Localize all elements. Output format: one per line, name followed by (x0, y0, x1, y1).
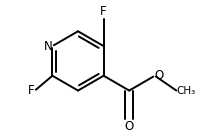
Text: F: F (100, 5, 107, 18)
Text: F: F (28, 84, 35, 97)
Text: CH₃: CH₃ (176, 86, 196, 95)
Text: O: O (124, 120, 134, 133)
Text: O: O (155, 69, 164, 82)
Text: N: N (44, 40, 52, 53)
